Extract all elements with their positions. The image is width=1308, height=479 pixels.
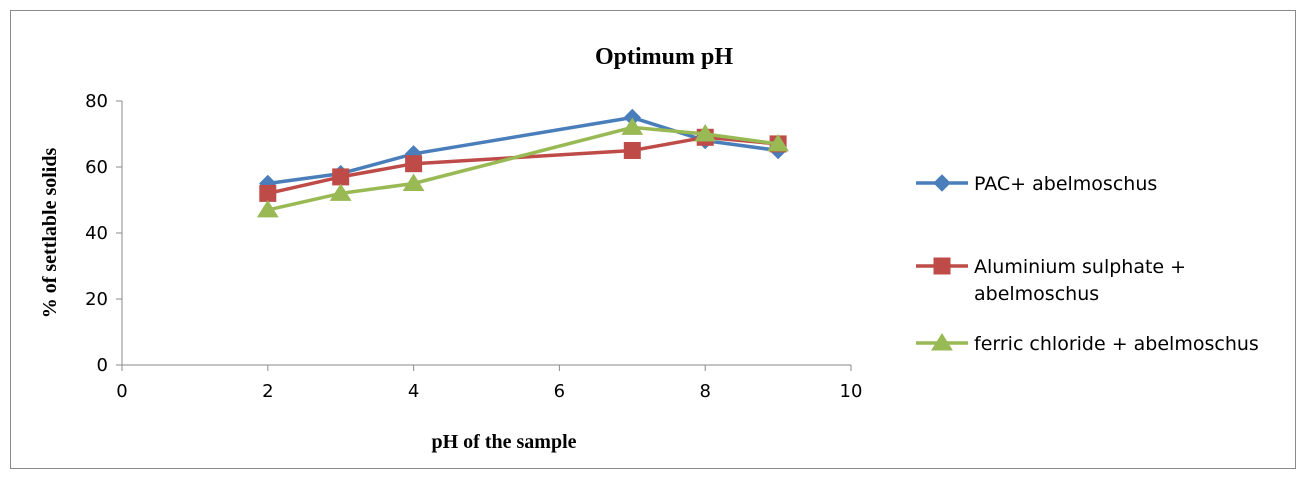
legend-item: Aluminium sulphate + abelmoschus: [916, 256, 1186, 305]
legend-label: abelmoschus: [974, 283, 1099, 305]
y-tick-label: 60: [85, 157, 108, 178]
series-line: [267, 115, 779, 186]
data-point: [767, 133, 790, 152]
data-point: [256, 199, 279, 218]
chart-title: Optimum pH: [595, 44, 733, 70]
legend-marker: [933, 257, 951, 275]
data-point: [259, 184, 277, 202]
legend-item: PAC+ abelmoschus: [916, 173, 1157, 195]
y-tick-label: 0: [97, 355, 108, 376]
series-group: [256, 108, 790, 218]
x-axis-title: pH of the sample: [432, 431, 577, 453]
y-axis-title: % of settlable solids: [39, 148, 61, 319]
data-point: [332, 168, 350, 186]
y-tick-label: 40: [85, 223, 108, 244]
x-tick-label: 0: [116, 381, 127, 402]
legend-marker: [933, 174, 951, 192]
legend-label: Aluminium sulphate +: [974, 256, 1186, 278]
line-chart: Optimum pH % of settlable solids pH of t…: [39, 44, 1259, 453]
y-tick-label: 20: [85, 289, 108, 310]
chart-frame: Optimum pH % of settlable solids pH of t…: [10, 10, 1296, 469]
x-tick-label: 8: [699, 381, 710, 402]
legend-item: ferric chloride + abelmoschus: [916, 333, 1259, 355]
legend: PAC+ abelmoschus Aluminium sulphate + abel…: [916, 173, 1259, 355]
series-line: [267, 125, 779, 212]
legend-marker: [931, 333, 953, 351]
x-tick-label: 2: [262, 381, 273, 402]
x-tick-label: 4: [408, 381, 419, 402]
data-point: [623, 142, 641, 159]
data-point: [694, 124, 717, 142]
axes: 0 20 40 60 80 0 2 4 6 8 10: [85, 91, 862, 402]
data-point: [405, 155, 423, 173]
y-tick-label: 80: [85, 91, 108, 112]
data-point: [402, 173, 425, 191]
x-tick-label: 10: [840, 381, 863, 402]
legend-label: PAC+ abelmoschus: [974, 173, 1157, 195]
legend-label: ferric chloride + abelmoschus: [974, 333, 1259, 355]
x-tick-label: 6: [554, 381, 565, 402]
data-point: [329, 183, 352, 201]
series-3: [256, 117, 790, 218]
data-point: [621, 117, 644, 135]
